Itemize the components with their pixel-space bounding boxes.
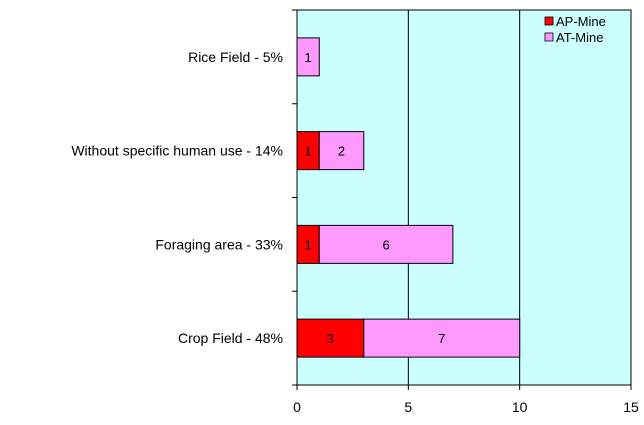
legend-label-ap-mine: AP-Mine	[556, 14, 606, 29]
x-tick-label: 5	[404, 399, 412, 415]
data-label-ap-mine-3: 3	[327, 331, 334, 346]
data-label-ap-mine-2: 1	[305, 237, 312, 252]
data-label-at-mine-3: 7	[438, 331, 445, 346]
data-label-at-mine-0: 1	[305, 50, 312, 65]
category-labels: Rice Field - 5% Without specific human us…	[71, 49, 283, 346]
data-label-ap-mine-1: 1	[305, 144, 312, 159]
x-tick-label: 15	[623, 399, 639, 415]
bar-at-mine-3	[363, 318, 521, 358]
legend-swatch-at-mine	[544, 32, 554, 42]
category-label: Without specific human use - 14%	[71, 143, 283, 159]
axes: 0 5 10 15	[292, 9, 639, 415]
data-label-at-mine-1: 2	[338, 144, 345, 159]
x-tick-label: 10	[512, 399, 528, 415]
bar-at-mine-2	[318, 224, 454, 264]
category-label: Rice Field - 5%	[188, 49, 283, 65]
legend-swatch-ap-mine	[544, 16, 554, 26]
category-label: Foraging area - 33%	[155, 236, 283, 252]
legend-label-at-mine: AT-Mine	[556, 30, 603, 45]
category-label: Crop Field - 48%	[178, 330, 283, 346]
data-label-at-mine-2: 6	[382, 237, 389, 252]
bars: 1 1 2 1 6 3 7	[296, 37, 521, 358]
bar-at-mine-1	[318, 131, 365, 171]
x-tick-label: 0	[293, 399, 301, 415]
